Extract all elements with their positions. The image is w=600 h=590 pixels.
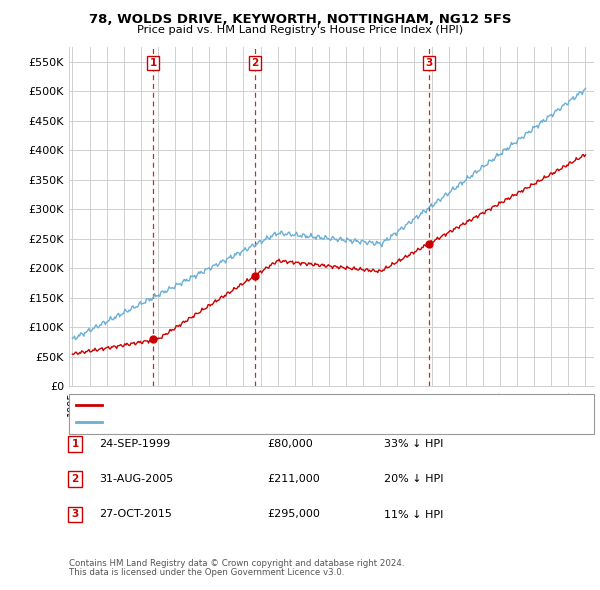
Text: 11% ↓ HPI: 11% ↓ HPI xyxy=(384,510,443,519)
Text: Contains HM Land Registry data © Crown copyright and database right 2024.: Contains HM Land Registry data © Crown c… xyxy=(69,559,404,568)
Text: 20% ↓ HPI: 20% ↓ HPI xyxy=(384,474,443,484)
Text: £80,000: £80,000 xyxy=(267,439,313,448)
Text: 33% ↓ HPI: 33% ↓ HPI xyxy=(384,439,443,448)
Text: 1: 1 xyxy=(149,58,157,68)
Text: 2: 2 xyxy=(71,474,79,484)
Text: 27-OCT-2015: 27-OCT-2015 xyxy=(99,510,172,519)
Text: 2: 2 xyxy=(251,58,259,68)
Text: 24-SEP-1999: 24-SEP-1999 xyxy=(99,439,170,448)
Text: £211,000: £211,000 xyxy=(267,474,320,484)
Text: 3: 3 xyxy=(425,58,432,68)
Text: Price paid vs. HM Land Registry's House Price Index (HPI): Price paid vs. HM Land Registry's House … xyxy=(137,25,463,35)
Text: 31-AUG-2005: 31-AUG-2005 xyxy=(99,474,173,484)
Text: 1: 1 xyxy=(71,439,79,448)
Text: This data is licensed under the Open Government Licence v3.0.: This data is licensed under the Open Gov… xyxy=(69,568,344,577)
Text: HPI: Average price, detached house, Rushcliffe: HPI: Average price, detached house, Rush… xyxy=(107,417,340,427)
Text: 3: 3 xyxy=(71,510,79,519)
Text: 78, WOLDS DRIVE, KEYWORTH, NOTTINGHAM, NG12 5FS: 78, WOLDS DRIVE, KEYWORTH, NOTTINGHAM, N… xyxy=(89,13,511,26)
Text: 78, WOLDS DRIVE, KEYWORTH, NOTTINGHAM, NG12 5FS (detached house): 78, WOLDS DRIVE, KEYWORTH, NOTTINGHAM, N… xyxy=(107,400,480,410)
Text: £295,000: £295,000 xyxy=(267,510,320,519)
